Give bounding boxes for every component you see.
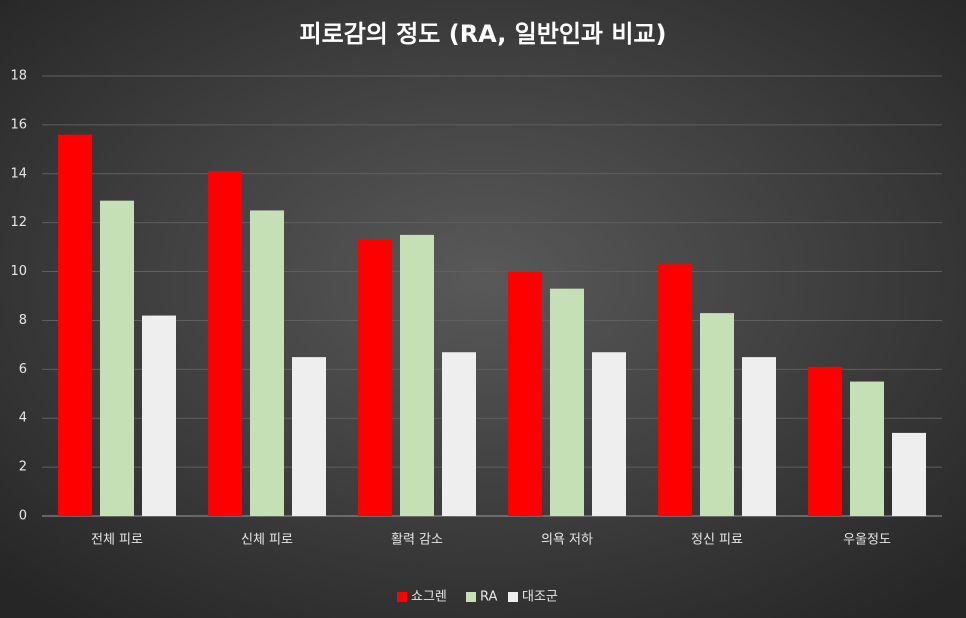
y-tick-label: 8 (19, 313, 27, 328)
legend-marker (508, 592, 518, 602)
x-tick-label: 전체 피로 (91, 533, 143, 548)
x-tick-label: 활력 감소 (391, 533, 443, 548)
bar (208, 171, 242, 517)
chart-title: 피로감의 정도 (RA, 일반인과 비교) (300, 20, 667, 48)
bar (58, 134, 92, 516)
bar (658, 264, 692, 516)
bar (508, 271, 542, 516)
legend-label: 쇼그렌 (411, 590, 447, 605)
y-tick-label: 18 (10, 69, 27, 84)
bar (292, 357, 326, 516)
bar (358, 239, 392, 516)
bar (892, 432, 926, 516)
bar (142, 315, 176, 516)
bar (550, 288, 584, 516)
y-tick-label: 14 (10, 166, 27, 181)
y-tick-label: 6 (19, 362, 27, 377)
y-tick-label: 2 (19, 460, 27, 475)
bar (250, 210, 284, 516)
bar (400, 234, 434, 516)
bar (100, 200, 134, 516)
bar (742, 357, 776, 516)
bar (700, 313, 734, 516)
y-tick-label: 0 (19, 509, 27, 524)
x-tick-label: 우울정도 (843, 533, 891, 548)
x-tick-label: 신체 피로 (241, 533, 293, 548)
legend-marker (397, 592, 407, 602)
y-tick-label: 4 (19, 411, 27, 426)
legend-label: RA (480, 590, 498, 605)
y-tick-label: 12 (10, 215, 27, 230)
x-tick-label: 정신 피료 (691, 533, 743, 548)
bar (442, 352, 476, 516)
bar (808, 366, 842, 516)
legend-marker (466, 592, 476, 602)
x-tick-label: 의욕 저하 (541, 533, 593, 548)
y-tick-label: 16 (10, 117, 27, 132)
y-tick-label: 10 (10, 264, 27, 279)
bar (850, 381, 884, 516)
legend-label: 대조군 (522, 590, 558, 605)
bar (592, 352, 626, 516)
